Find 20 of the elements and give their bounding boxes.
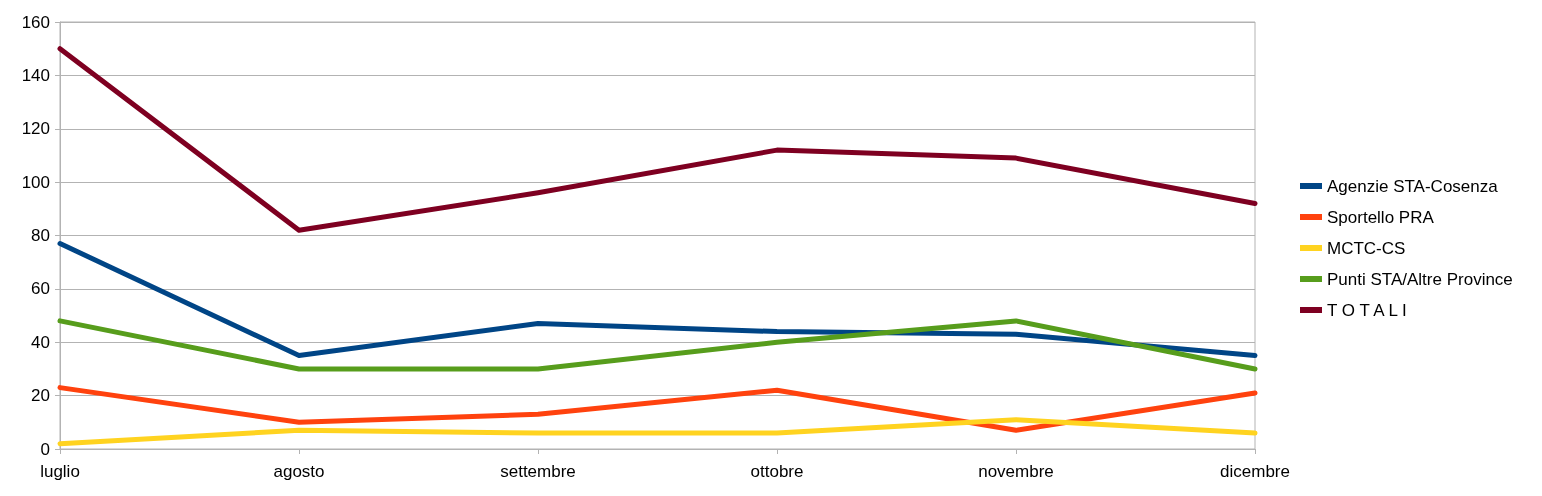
x-tick-label: ottobre xyxy=(750,462,804,481)
x-tick-label: settembre xyxy=(500,462,576,481)
y-tick-label: 60 xyxy=(31,279,50,299)
y-tick-label: 140 xyxy=(21,65,50,85)
legend-label: Agenzie STA-Cosenza xyxy=(1327,176,1499,196)
legend-label: Punti STA/Altre Province xyxy=(1327,269,1513,289)
legend-label: T O T A L I xyxy=(1327,300,1407,320)
x-tick-label: luglio xyxy=(40,462,80,481)
x-tick-label: dicembre xyxy=(1220,462,1290,481)
y-tick-label: 20 xyxy=(31,386,50,406)
y-tick-label: 160 xyxy=(21,12,50,32)
legend-label: MCTC-CS xyxy=(1327,238,1406,258)
x-tick-label: novembre xyxy=(978,462,1054,481)
y-tick-label: 0 xyxy=(40,439,50,459)
y-tick-label: 80 xyxy=(31,226,50,245)
y-tick-label: 40 xyxy=(31,332,50,352)
x-tick-label: agosto xyxy=(273,462,325,481)
y-tick-label: 100 xyxy=(21,172,50,192)
y-tick-label: 120 xyxy=(21,119,50,139)
legend-label: Sportello PRA xyxy=(1327,207,1435,227)
